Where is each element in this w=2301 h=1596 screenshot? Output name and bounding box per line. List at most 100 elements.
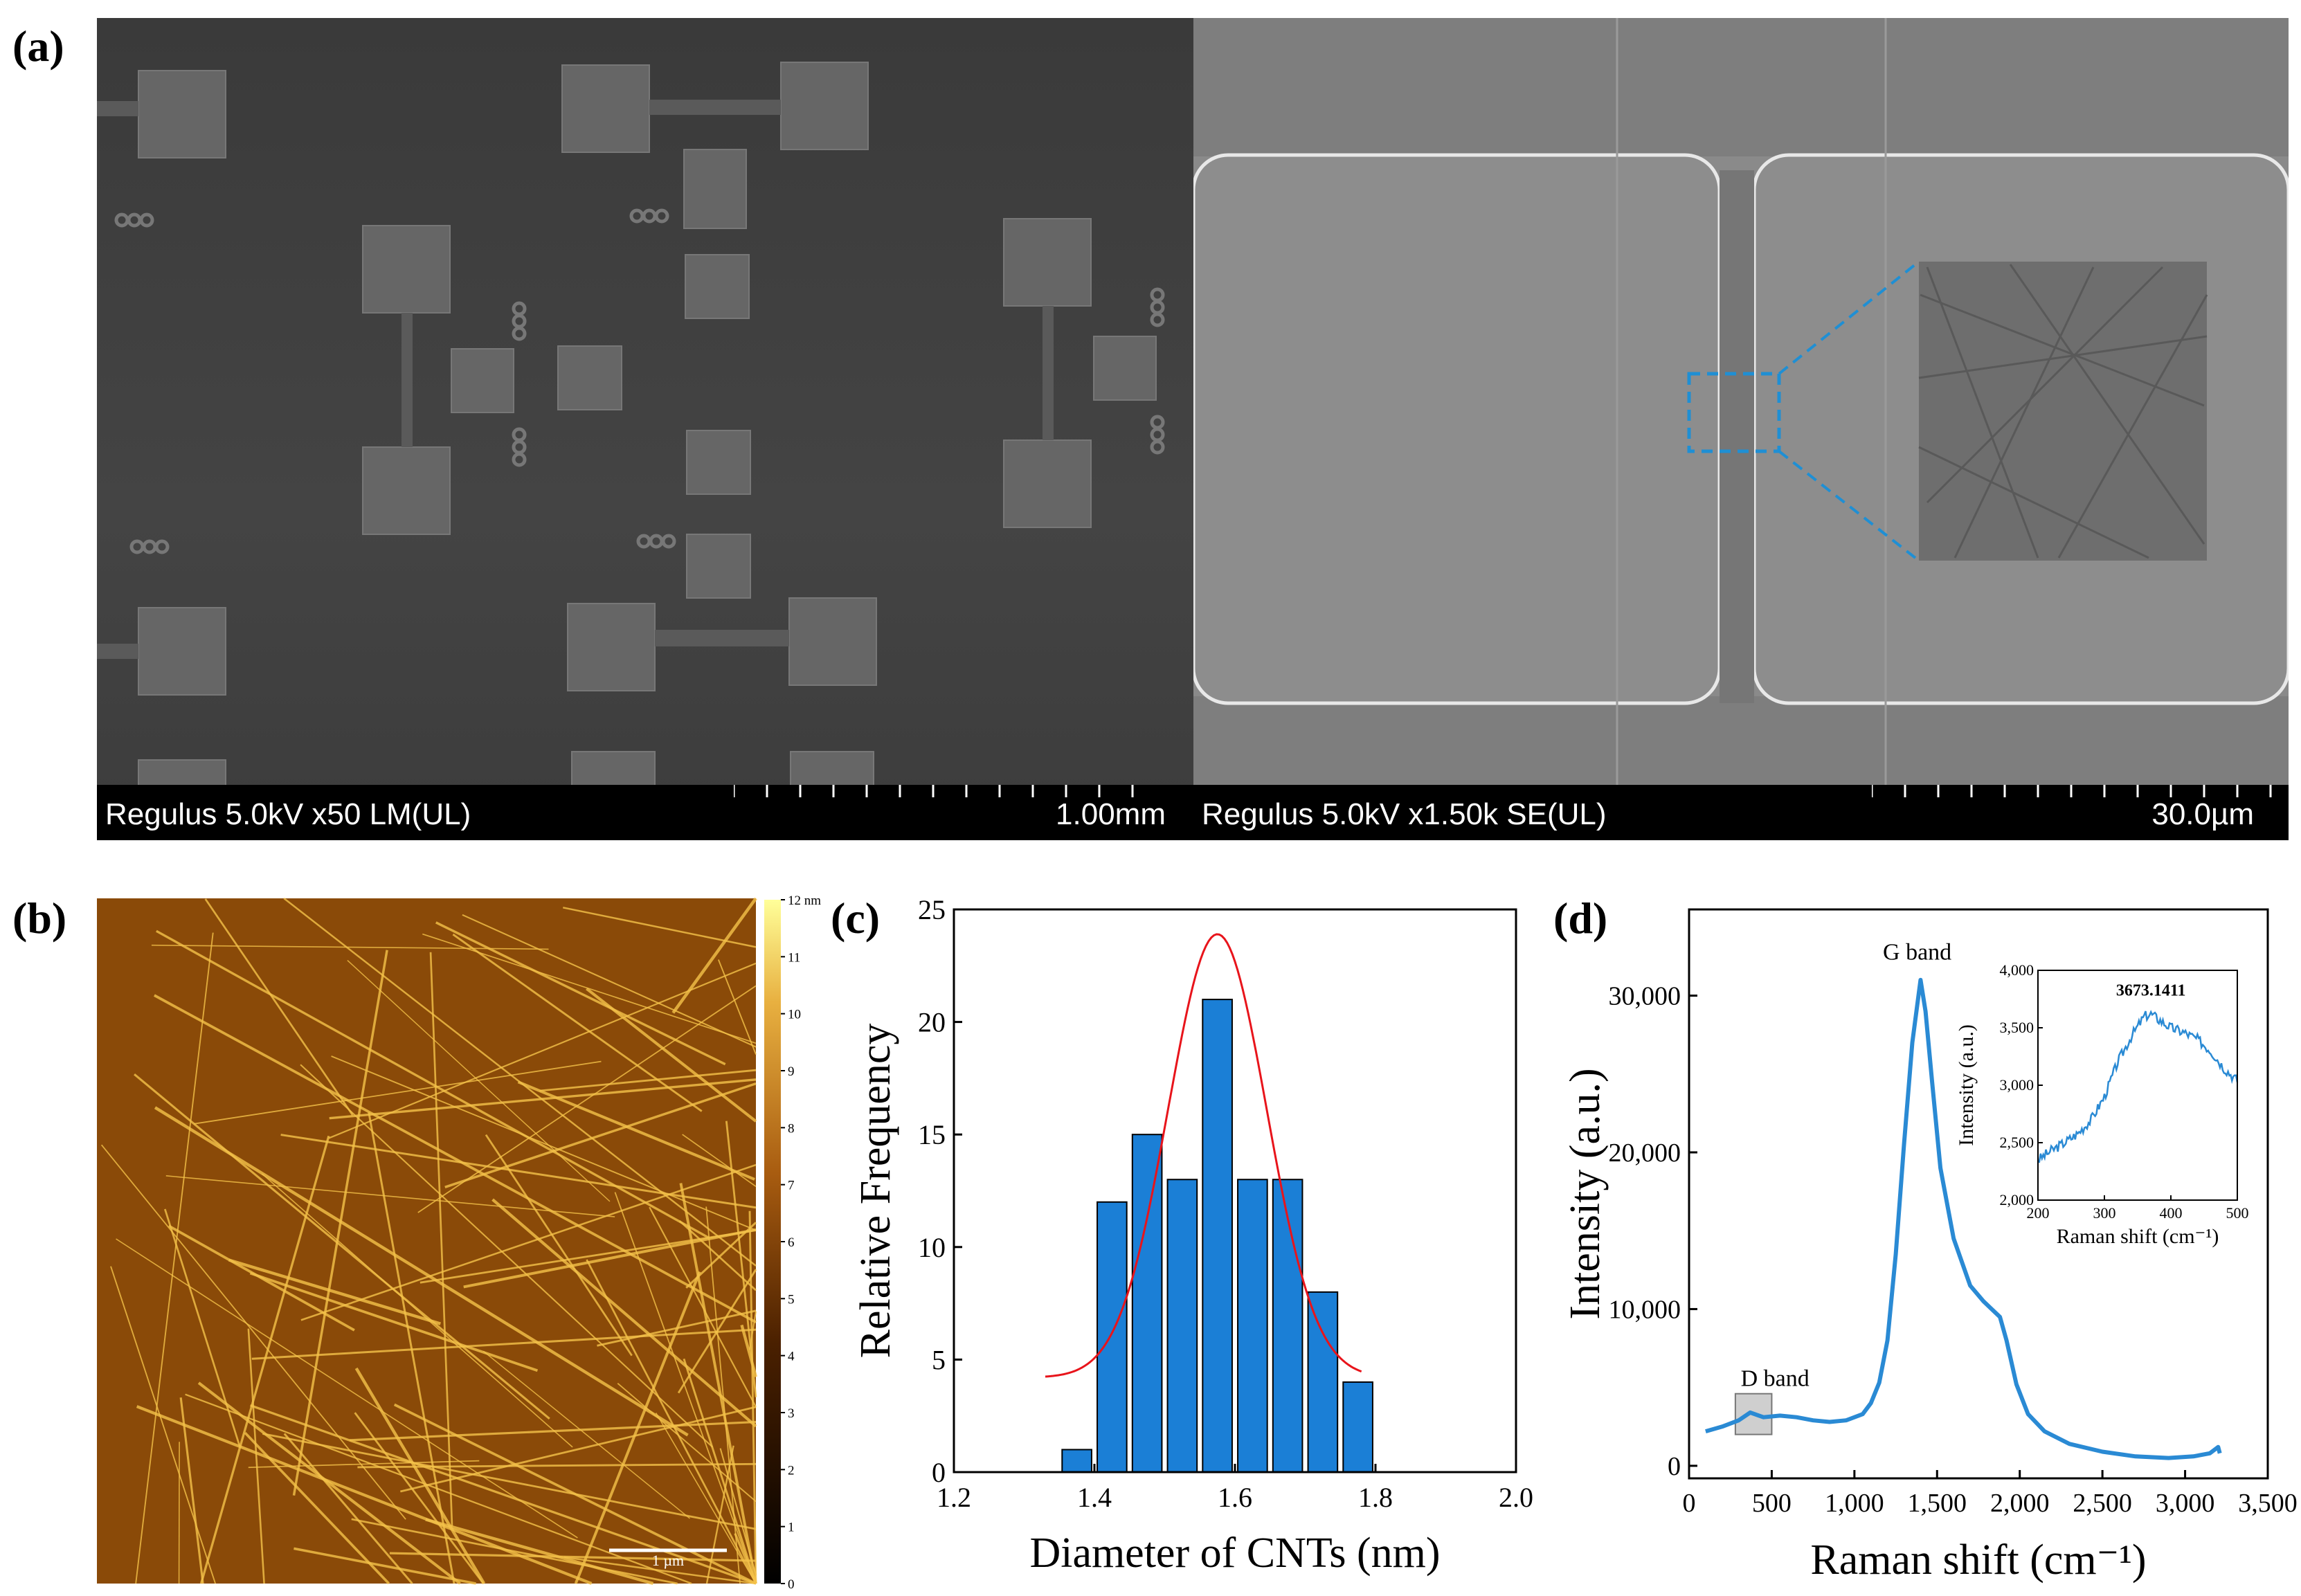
afm-fiber: [389, 1552, 757, 1562]
sem-info-bar: Regulus 5.0kV x1.50k SE(UL) 30.0µm: [1193, 785, 2289, 840]
afm-fiber: [178, 1442, 180, 1584]
afm-fiber: [400, 1406, 757, 1493]
colorbar-tick-label: 1: [788, 1521, 795, 1535]
afm-fiber: [199, 1135, 330, 1584]
colorbar-tick-label: 8: [788, 1121, 795, 1136]
afm-fiber: [417, 985, 757, 1213]
x-tick-label: 1,500: [1908, 1489, 1967, 1518]
afm-fiber: [717, 959, 757, 1055]
afm-fiber: [586, 1259, 757, 1584]
inset-x-axis-label: Raman shift (cm⁻¹): [2057, 1225, 2219, 1248]
afm-fiber: [425, 1518, 654, 1586]
afm-fiber: [705, 1445, 734, 1584]
colorbar-tick-label: 6: [788, 1235, 795, 1250]
sem-scale-text: 30.0µm: [2151, 797, 2254, 831]
x-tick-label: 0: [1683, 1489, 1696, 1518]
afm-fiber: [262, 1173, 573, 1448]
afm-fiber: [349, 1420, 757, 1442]
x-axis-label: Raman shift (cm⁻¹): [1810, 1536, 2146, 1584]
afm-fiber: [462, 914, 757, 1048]
afm-fiber: [110, 1266, 217, 1584]
inset-y-tick-label: 2,000: [2000, 1191, 2034, 1208]
inset-background: [2038, 970, 2237, 1200]
histogram-bar: [1237, 1179, 1268, 1473]
afm-fiber: [705, 1206, 741, 1584]
afm-colorbar-ticks: 0 1 2 3 4 5 6 7 8 9 10 11 12 nm: [781, 894, 821, 1592]
sem-info-bar: Regulus 5.0kV x50 LM(UL) 1.00mm: [97, 785, 1193, 840]
afm-fiber: [351, 1518, 678, 1585]
plot-frame: [953, 908, 1517, 1473]
sem-scale-ticks: [1872, 785, 2272, 797]
afm-fiber: [671, 897, 757, 1014]
d-band-label: D band: [1741, 1366, 1810, 1391]
x-tick-label: 1.2: [937, 1482, 971, 1513]
panel-label-d: (d): [1553, 894, 1608, 943]
afm-fiber: [354, 1412, 485, 1584]
afm-fibers: [100, 897, 758, 1586]
afm-fiber: [163, 1208, 241, 1447]
afm-fiber: [347, 959, 611, 1202]
histogram-bar: [1307, 1291, 1339, 1473]
histogram-bar: [1131, 1134, 1163, 1473]
afm-fiber: [250, 1404, 757, 1585]
afm-fiber: [452, 933, 703, 1112]
colorbar-tick-label: 4: [788, 1350, 795, 1364]
raman-spectrum-line: [1705, 977, 2222, 1460]
y-tick-label: 20,000: [1609, 1139, 1681, 1168]
y-tick-label: 30,000: [1609, 982, 1681, 1011]
afm-fiber: [249, 1271, 539, 1372]
g-band-label: G band: [1883, 939, 1951, 965]
inset-y-tick-label: 2,500: [2000, 1134, 2034, 1151]
histogram-bar: [1202, 999, 1233, 1473]
y-tick-label: 5: [932, 1344, 946, 1375]
afm-fiber: [463, 1228, 757, 1289]
afm-fiber: [354, 1367, 486, 1585]
sem-image-low-mag: Regulus 5.0kV x50 LM(UL) 1.00mm: [97, 18, 1193, 840]
afm-fiber: [655, 1413, 757, 1584]
afm-fiber: [100, 1144, 406, 1520]
histogram-bar: [1061, 1449, 1092, 1473]
colorbar-tick-label: 12 nm: [788, 894, 821, 908]
afm-fiber: [185, 1393, 692, 1585]
afm-fiber: [614, 1192, 757, 1584]
colorbar-tick-label: 0: [788, 1577, 795, 1592]
inset-spectrum-line: [2037, 1010, 2239, 1163]
afm-fiber: [685, 1222, 757, 1289]
sem-scale-ticks: [734, 785, 1134, 797]
afm-fiber: [193, 1060, 602, 1125]
afm-fiber: [244, 1431, 390, 1585]
histogram-bar: [1097, 1201, 1128, 1473]
afm-fiber: [135, 932, 214, 1584]
inset-peak-label: 3673.1411: [2116, 982, 2186, 1000]
afm-fiber: [300, 1163, 757, 1321]
afm-fiber: [116, 1238, 578, 1539]
sem-info-text: Regulus 5.0kV x50 LM(UL): [105, 797, 471, 831]
afm-fiber: [563, 1556, 757, 1585]
colorbar-tick-label: 5: [788, 1292, 795, 1307]
histogram-bar: [1342, 1381, 1373, 1473]
x-tick-label: 1.8: [1358, 1482, 1393, 1513]
inset-x-tick-label: 400: [2160, 1204, 2183, 1222]
gaussian-fit-line: [1045, 933, 1362, 1378]
afm-scalebar-label: 1 µm: [652, 1552, 684, 1569]
afm-fiber: [748, 1210, 757, 1584]
inset-x-tick-label: 300: [2093, 1204, 2116, 1222]
afm-fiber: [251, 1328, 757, 1360]
sem-image-high-mag: Regulus 5.0kV x1.50k SE(UL) 30.0µm: [1193, 18, 2289, 840]
x-tick-label: 3,000: [2156, 1489, 2215, 1518]
afm-fiber: [740, 1324, 758, 1377]
histogram-bar: [1272, 1179, 1303, 1473]
y-axis-label: Intensity (a.u.): [1562, 1068, 1609, 1319]
afm-fiber: [165, 1175, 615, 1217]
afm-image: [97, 898, 756, 1584]
panel-label-b: (b): [12, 894, 67, 943]
afm-fiber: [482, 1350, 690, 1519]
y-tick-label: 10: [918, 1232, 946, 1263]
afm-fiber: [154, 1106, 689, 1437]
afm-fiber: [294, 1547, 476, 1585]
afm-fiber: [679, 1183, 757, 1584]
x-tick-label: 500: [1752, 1489, 1792, 1518]
plot-frame: [1688, 908, 2269, 1480]
inset-y-tick-label: 3,500: [2000, 1019, 2034, 1036]
histogram-bar: [1166, 1179, 1198, 1473]
